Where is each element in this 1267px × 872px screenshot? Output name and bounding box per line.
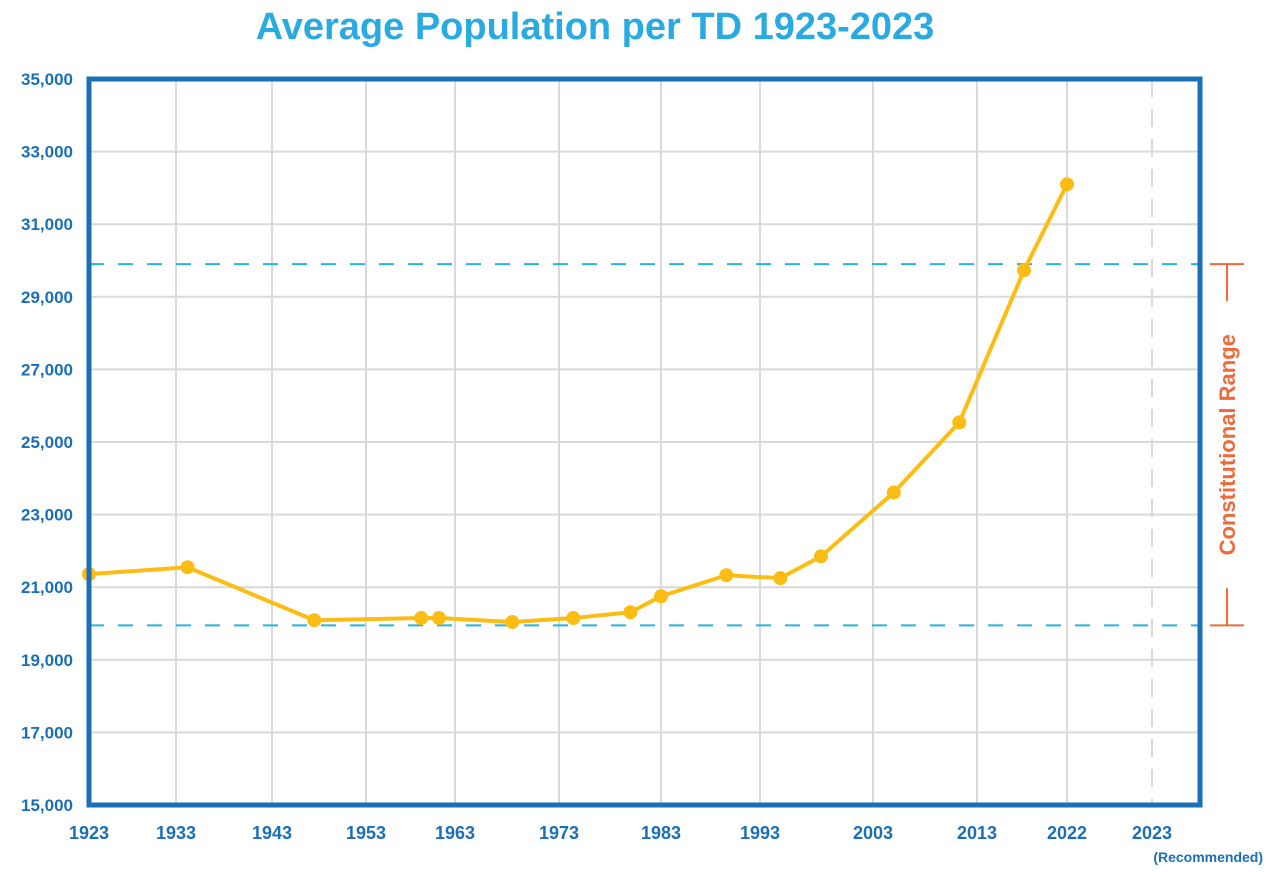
constitutional-range-annotation: Constitutional Range xyxy=(1210,263,1244,627)
y-tick-label: 23,000 xyxy=(21,506,73,525)
x-axis-ticks: 1923 1933 1943 1953 1963 1973 1983 1993 2003 2013… xyxy=(69,823,1263,865)
x-tick-label: 1993 xyxy=(740,823,780,843)
y-tick-label: 19,000 xyxy=(21,651,73,670)
data-point xyxy=(814,549,829,564)
data-point xyxy=(180,560,195,575)
data-point xyxy=(307,613,322,628)
data-point xyxy=(1060,177,1074,192)
data-point xyxy=(719,568,734,583)
x-tick-label: 2003 xyxy=(853,823,893,843)
y-tick-label: 31,000 xyxy=(21,215,73,234)
constitutional-range-label: Constitutional Range xyxy=(1215,334,1240,555)
data-point xyxy=(414,611,429,626)
data-point xyxy=(566,611,581,626)
data-point xyxy=(431,611,446,626)
x-tick-label: 1933 xyxy=(156,823,196,843)
y-tick-label: 35,000 xyxy=(21,70,73,89)
data-point xyxy=(773,571,788,586)
x-tick-label: 2022 xyxy=(1047,823,1087,843)
y-tick-label: 15,000 xyxy=(21,796,73,815)
data-point xyxy=(505,615,520,630)
plot-border xyxy=(86,76,1203,808)
chart-title: Average Population per TD 1923-2023 xyxy=(256,6,935,48)
series-line-group xyxy=(82,177,1074,630)
y-tick-label: 17,000 xyxy=(21,723,73,742)
y-tick-label: 29,000 xyxy=(21,288,73,307)
y-tick-label: 25,000 xyxy=(21,433,73,452)
y-tick-label: 21,000 xyxy=(21,578,73,597)
x-tick-label: 1953 xyxy=(346,823,386,843)
data-point xyxy=(654,589,668,604)
data-point xyxy=(1017,263,1031,278)
y-tick-label: 33,000 xyxy=(21,143,73,162)
x-tick-label: 1963 xyxy=(435,823,475,843)
data-point xyxy=(952,415,967,430)
x-tick-label: 2013 xyxy=(957,823,997,843)
series-line xyxy=(88,183,1069,625)
y-axis-ticks: 15,000 17,000 19,000 21,000 23,000 25,000 27,0… xyxy=(21,70,73,815)
data-point xyxy=(623,605,638,620)
data-point xyxy=(886,485,901,500)
y-tick-label: 27,000 xyxy=(21,360,73,379)
x-tick-label: 1943 xyxy=(252,823,292,843)
x-tick-sublabel: (Recommended) xyxy=(1153,849,1263,865)
x-tick-label: 2023 xyxy=(1132,823,1172,843)
x-tick-label: 1923 xyxy=(69,823,109,843)
reference-lines xyxy=(89,263,1200,627)
grid xyxy=(89,79,1200,805)
x-tick-label: 1983 xyxy=(641,823,681,843)
x-tick-label: 1973 xyxy=(539,823,579,843)
